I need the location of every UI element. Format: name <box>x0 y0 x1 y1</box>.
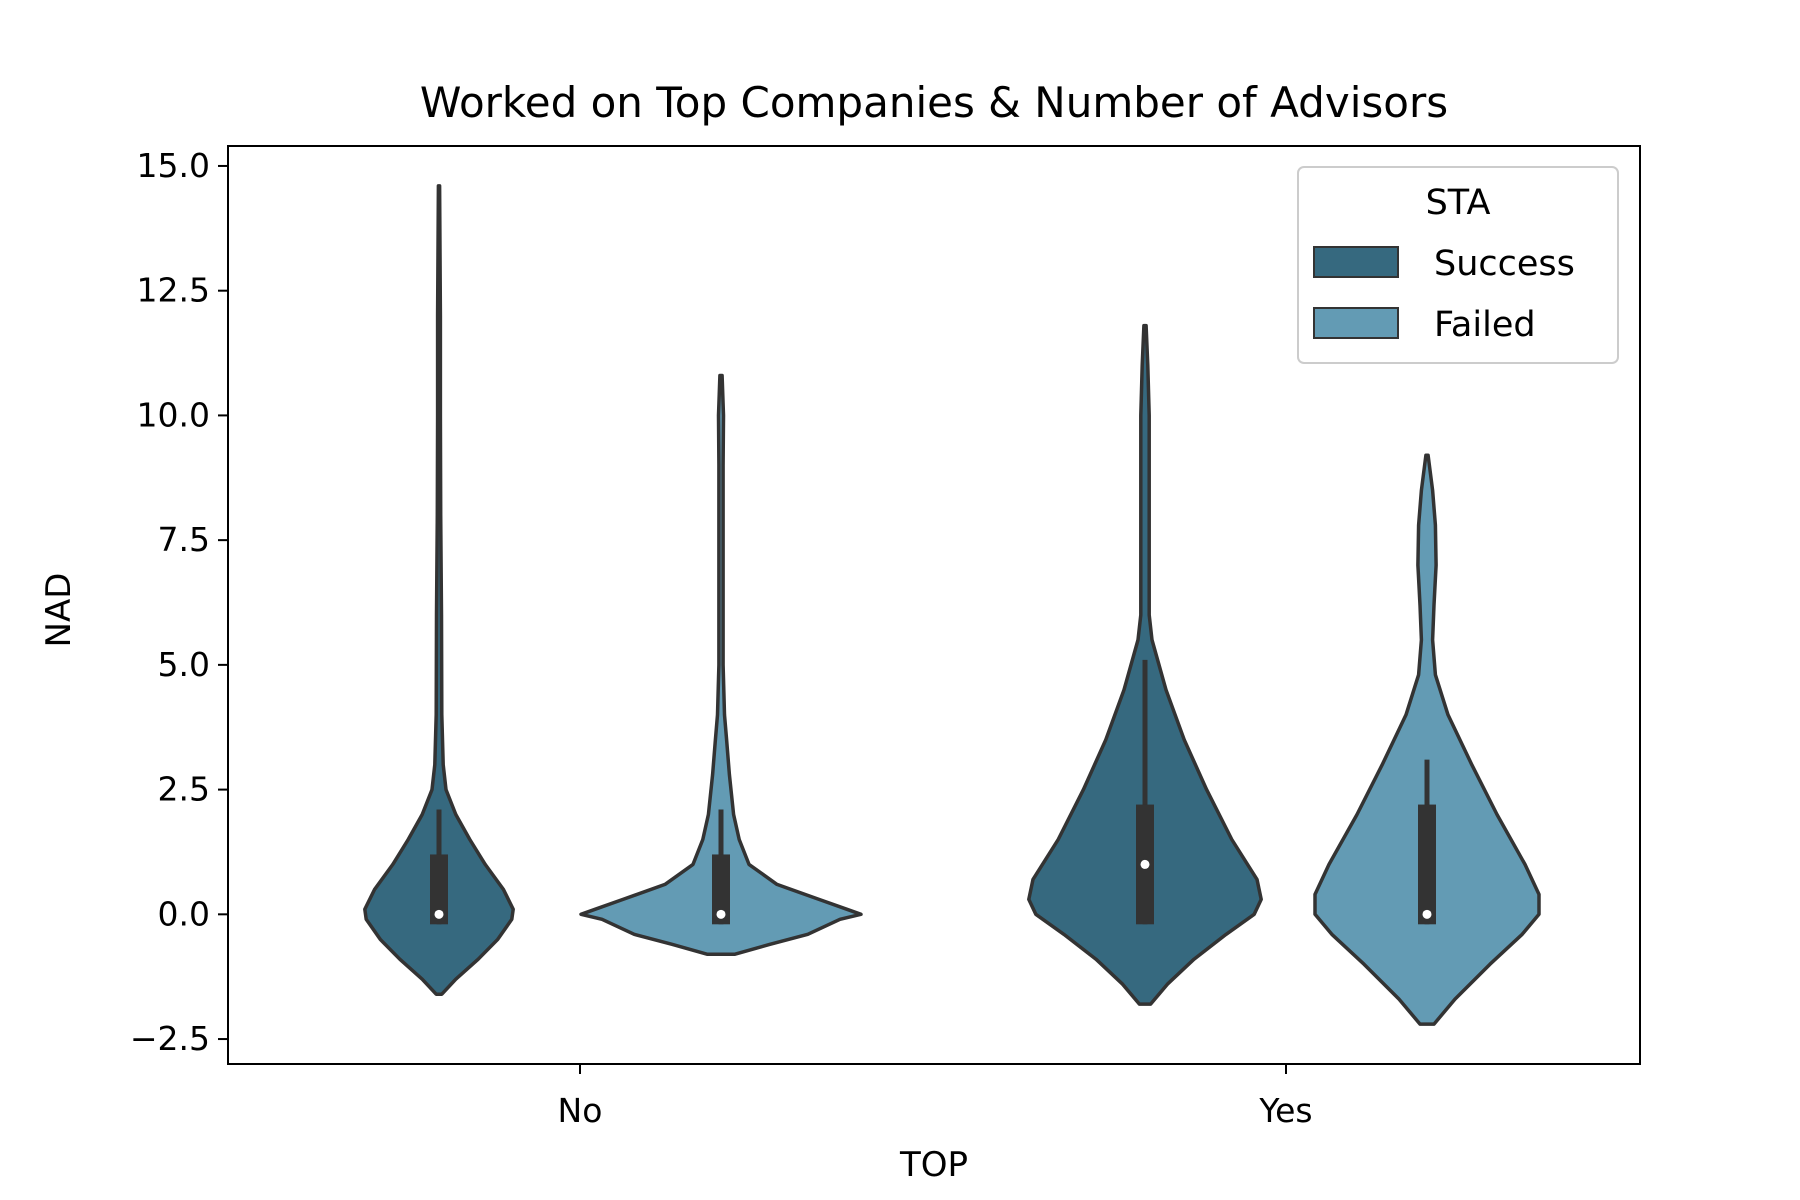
y-tick-label: −2.5 <box>130 1019 210 1058</box>
x-axis: No Yes <box>558 1064 1313 1130</box>
y-tick-label: 7.5 <box>158 520 210 559</box>
legend-swatch-success <box>1313 246 1399 278</box>
iqr-box-success-no <box>430 854 448 925</box>
legend-label-failed: Failed <box>1434 305 1536 345</box>
y-tick-label: 5.0 <box>158 645 210 684</box>
plot-frame <box>227 145 1641 1065</box>
x-tick-label-no: No <box>558 1091 603 1130</box>
y-axis-label: NAD <box>39 573 79 648</box>
x-axis-label: TOP <box>899 1145 968 1185</box>
violin-failed-no <box>579 373 863 956</box>
median-dot-failed-no <box>716 909 726 919</box>
violin-layer <box>363 184 1541 1026</box>
iqr-box-failed-no <box>712 854 730 925</box>
x-tick-label-yes: Yes <box>1258 1091 1312 1130</box>
chart-title: Worked on Top Companies & Number of Advi… <box>420 78 1448 127</box>
median-dot-success-yes <box>1140 859 1150 869</box>
violin-success-no <box>363 184 515 996</box>
y-tick-label: 12.5 <box>137 271 210 310</box>
median-dot-success-no <box>434 909 444 919</box>
violin-failed-yes <box>1313 453 1541 1026</box>
y-tick-label: 10.0 <box>137 395 210 434</box>
iqr-box-failed-yes <box>1418 804 1436 925</box>
y-tick-label: 0.0 <box>158 894 210 933</box>
legend-swatch-failed <box>1313 307 1399 339</box>
legend-label-success: Success <box>1434 244 1575 284</box>
y-tick-label: 2.5 <box>158 770 210 809</box>
median-dot-failed-yes <box>1422 909 1432 919</box>
y-axis: −2.5 0.0 2.5 5.0 7.5 10.0 12.5 15.0 <box>130 146 228 1058</box>
legend: STA Success Failed <box>1297 166 1619 364</box>
y-tick-label: 15.0 <box>137 146 210 185</box>
legend-title: STA <box>1426 183 1491 223</box>
